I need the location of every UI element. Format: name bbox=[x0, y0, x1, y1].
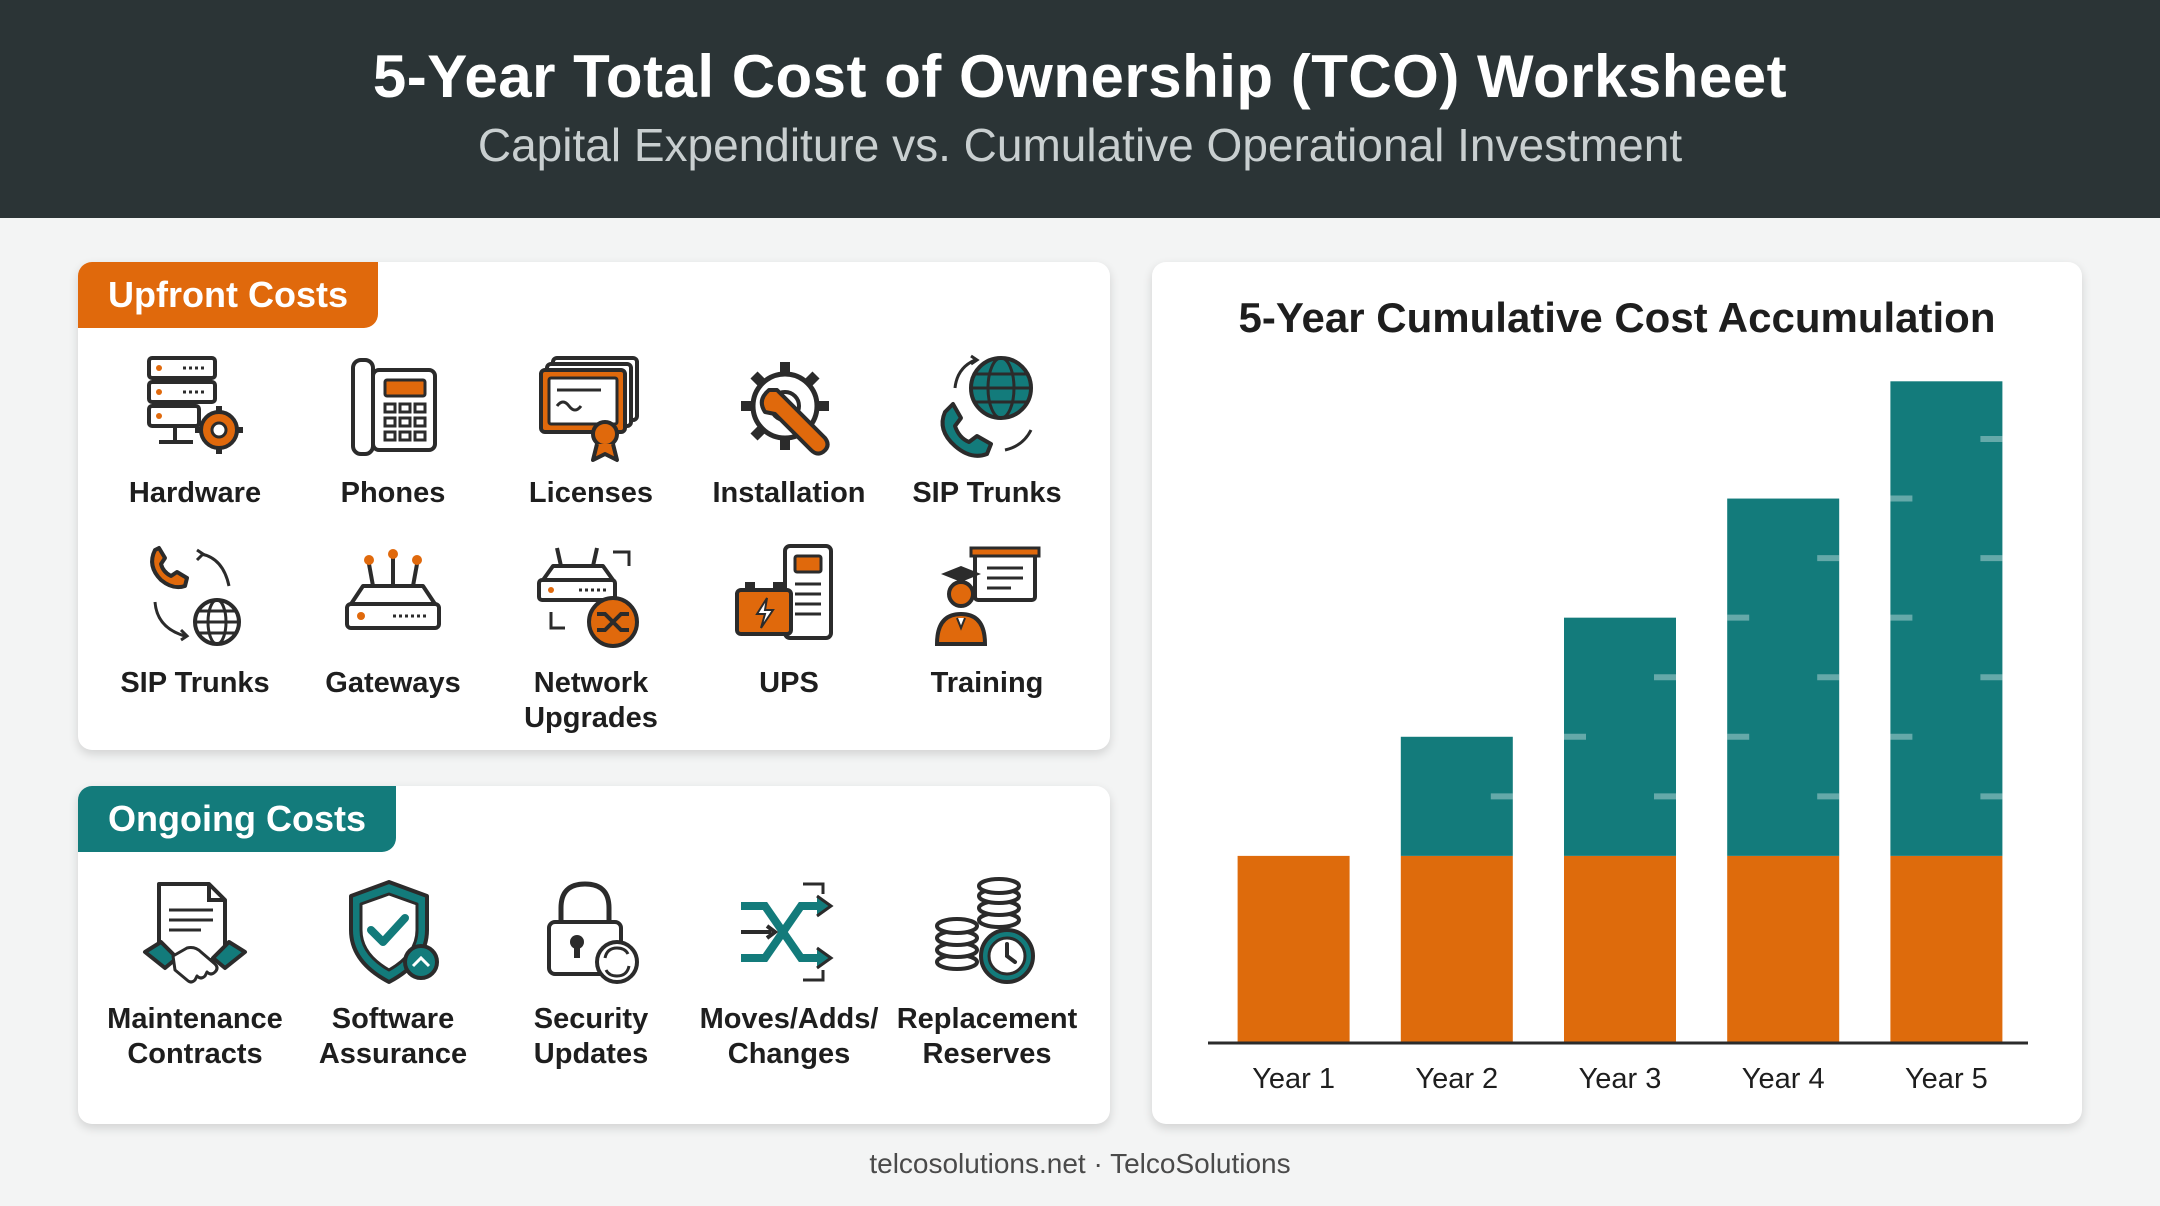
lock-refresh-icon bbox=[547, 881, 639, 984]
ongoing-item-software-assurance: Software Assurance bbox=[294, 876, 492, 1072]
bar-upfront-5 bbox=[1890, 855, 2003, 1042]
upfront-item-label: SIP Trunks bbox=[120, 667, 270, 699]
phone-globe-arrows-icon bbox=[150, 546, 241, 646]
upfront-item-label: Gateways bbox=[325, 667, 461, 699]
upfront-item-hardware: Hardware bbox=[96, 350, 294, 511]
x-tick-label: Year 3 bbox=[1579, 1063, 1662, 1095]
header-banner: 5-Year Total Cost of Ownership (TCO) Wor… bbox=[0, 0, 2160, 218]
ongoing-item-label: Security Updates bbox=[533, 1003, 649, 1070]
desk-phone-icon bbox=[351, 358, 437, 456]
upfront-item-sip-trunks: SIP Trunks bbox=[888, 350, 1086, 511]
ongoing-item-replacement-reserves: Replacement Reserves bbox=[888, 876, 1086, 1072]
upfront-item-label: UPS bbox=[759, 667, 819, 699]
footer-credit: telcosolutions.net · TelcoSolutions bbox=[869, 1148, 1291, 1179]
ongoing-costs-panel: Ongoing Costs Maintenance Contracts Soft… bbox=[78, 786, 1110, 1124]
x-tick-label: Year 5 bbox=[1905, 1063, 1988, 1095]
chart-title: 5-Year Cumulative Cost Accumulation bbox=[1238, 294, 1996, 341]
x-tick-label: Year 4 bbox=[1742, 1063, 1825, 1095]
upfront-item-label: Training bbox=[930, 667, 1044, 699]
shuffle-arrows-icon bbox=[741, 882, 834, 982]
upfront-item-training: Training bbox=[888, 540, 1086, 701]
teacher-board-icon bbox=[934, 546, 1041, 646]
x-tick-label: Year 1 bbox=[1252, 1063, 1335, 1095]
bar-ongoing-5 bbox=[1890, 381, 2003, 856]
page-subtitle: Capital Expenditure vs. Cumulative Opera… bbox=[477, 119, 1683, 171]
ongoing-costs-tab: Ongoing Costs bbox=[78, 786, 396, 852]
gear-wrench-icon bbox=[741, 362, 830, 456]
ongoing-item-security-updates: Security Updates bbox=[492, 876, 690, 1072]
coins-clock-icon bbox=[935, 877, 1035, 984]
upfront-costs-panel: Upfront Costs Hardware bbox=[78, 262, 1110, 750]
bar-upfront-1 bbox=[1237, 855, 1350, 1042]
ongoing-item-label: Maintenance Contracts bbox=[107, 1003, 283, 1070]
stacked-bar-chart: Year 1 Year 2 Year 3 Year 4 Year 5 bbox=[1208, 381, 2028, 1095]
router-shuffle-icon bbox=[537, 547, 639, 648]
upfront-item-sip-trunks-2: SIP Trunks bbox=[96, 540, 294, 701]
contract-handshake-icon bbox=[143, 882, 247, 984]
server-gear-icon bbox=[147, 356, 243, 454]
battery-ups-icon bbox=[735, 544, 833, 640]
chart-panel: 5-Year Cumulative Cost Accumulation Year… bbox=[1152, 262, 2082, 1124]
upfront-item-label: Hardware bbox=[128, 477, 262, 509]
bar-upfront-4 bbox=[1727, 855, 1840, 1042]
upfront-item-label: Phones bbox=[340, 477, 446, 509]
bar-upfront-3 bbox=[1564, 855, 1676, 1042]
shield-check-icon bbox=[349, 880, 439, 984]
upfront-item-phones: Phones bbox=[294, 350, 492, 511]
upfront-costs-tab: Upfront Costs bbox=[78, 262, 378, 328]
bar-ongoing-3 bbox=[1564, 617, 1676, 856]
ongoing-item-moves-adds-changes: Moves/Adds/ Changes bbox=[690, 876, 888, 1072]
upfront-item-label: Licenses bbox=[528, 477, 654, 509]
ongoing-item-label: Replacement Reserves bbox=[896, 1003, 1078, 1070]
certificate-icon bbox=[539, 356, 639, 462]
upfront-item-label: Installation bbox=[712, 477, 866, 509]
page-title: 5-Year Total Cost of Ownership (TCO) Wor… bbox=[372, 43, 1788, 110]
upfront-item-licenses: Licenses bbox=[492, 350, 690, 511]
bar-ongoing-2 bbox=[1400, 736, 1513, 856]
upfront-item-label: Network Upgrades bbox=[524, 667, 658, 734]
upfront-item-gateways: Gateways bbox=[294, 540, 492, 701]
upfront-item-installation: Installation bbox=[690, 350, 888, 511]
upfront-item-label: SIP Trunks bbox=[912, 477, 1062, 509]
x-tick-label: Year 2 bbox=[1415, 1063, 1498, 1095]
ongoing-item-label: Software Assurance bbox=[318, 1003, 468, 1070]
upfront-item-network-upgrades: Network Upgrades bbox=[492, 540, 690, 736]
ongoing-item-maintenance: Maintenance Contracts bbox=[96, 876, 294, 1072]
bar-upfront-2 bbox=[1400, 855, 1513, 1042]
router-icon bbox=[345, 549, 441, 630]
bar-ongoing-4 bbox=[1727, 498, 1840, 856]
ongoing-item-label: Moves/Adds/ Changes bbox=[699, 1003, 879, 1070]
phone-globe-icon bbox=[940, 354, 1033, 458]
upfront-item-ups: UPS bbox=[690, 540, 888, 701]
